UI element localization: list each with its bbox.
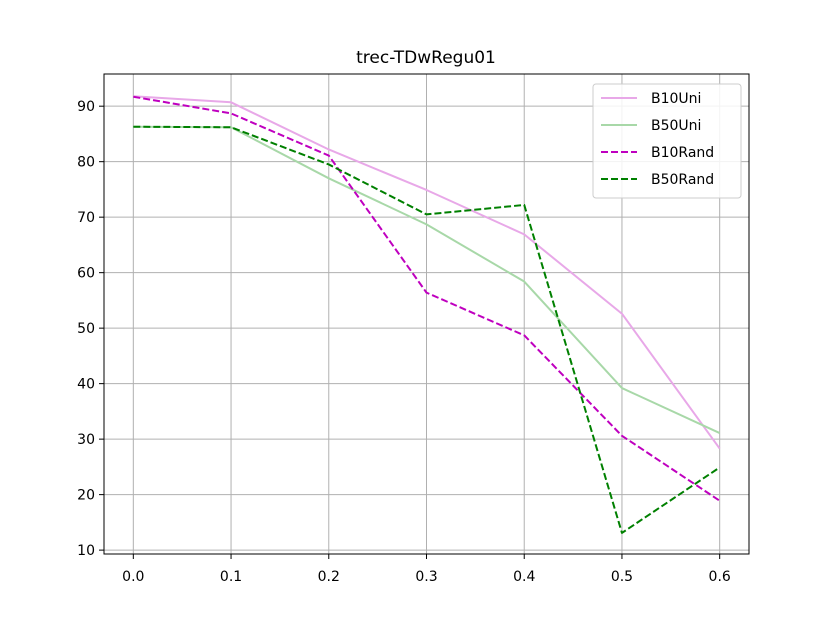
series-line-b50uni — [133, 125, 721, 434]
y-tick-label: 10 — [77, 543, 95, 559]
legend-label: B10Rand — [651, 145, 714, 161]
x-tick-label: 0.1 — [220, 569, 242, 585]
y-tick-label: 70 — [77, 210, 95, 226]
y-axis: 10 20 30 40 50 60 70 80 90 — [77, 99, 104, 559]
x-tick-label: 0.5 — [611, 569, 633, 585]
y-tick-label: 80 — [77, 155, 95, 171]
legend-label: B50Uni — [651, 118, 701, 134]
x-tick-label: 0.3 — [415, 569, 437, 585]
x-axis: 0.0 0.1 0.2 0.3 0.4 0.5 0.6 — [122, 554, 731, 585]
chart-title: trec-TDwRegu01 — [356, 48, 496, 68]
y-tick-label: 90 — [77, 99, 95, 115]
y-tick-label: 50 — [77, 321, 95, 337]
y-tick-label: 60 — [77, 266, 95, 282]
y-tick-label: 30 — [77, 432, 95, 448]
y-tick-label: 40 — [77, 377, 95, 393]
series-line-b50rand — [133, 125, 721, 534]
series-line-b10rand — [133, 95, 721, 502]
series-line-b10uni — [133, 95, 721, 450]
series-layer — [133, 95, 721, 534]
y-tick-label: 20 — [77, 488, 95, 504]
legend-label: B50Rand — [651, 172, 714, 188]
grid — [104, 74, 749, 554]
legend-label: B10Uni — [651, 91, 701, 107]
legend: B10Uni B50Uni B10Rand B50Rand — [592, 83, 742, 199]
x-tick-label: 0.6 — [709, 569, 731, 585]
legend-box — [592, 83, 742, 199]
x-tick-label: 0.4 — [513, 569, 535, 585]
x-tick-label: 0.0 — [122, 569, 144, 585]
x-tick-label: 0.2 — [318, 569, 340, 585]
